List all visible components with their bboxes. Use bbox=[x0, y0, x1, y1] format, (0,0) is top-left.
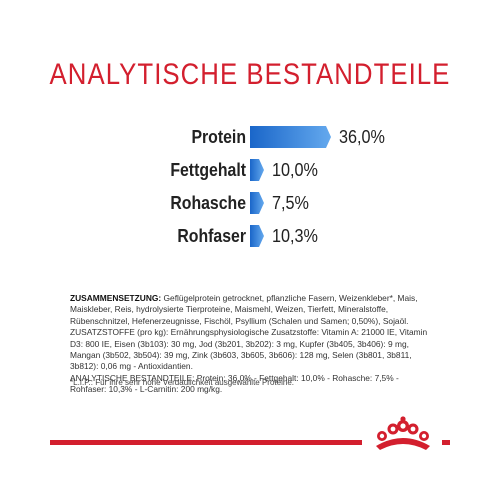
bar-value-label: 10,3% bbox=[272, 226, 318, 246]
bar bbox=[250, 192, 264, 214]
bar-category-label: Rohfaser bbox=[177, 226, 246, 246]
bottom-rule-right bbox=[442, 440, 450, 445]
bar-category-label: Fettgehalt bbox=[170, 160, 246, 180]
bar bbox=[250, 225, 264, 247]
analytical-constituents-text: ANALYTISCHE BESTANDTEILE: Protein: 36,0%… bbox=[70, 372, 399, 395]
bar-category-label: Protein bbox=[191, 127, 246, 147]
bar-category-label: Rohasche bbox=[170, 193, 246, 213]
bar-row: Rohasche 7,5% bbox=[0, 189, 500, 217]
bar-row: Fettgehalt 10,0% bbox=[0, 156, 500, 184]
composition-text: Geflügelprotein getrocknet, pflanzliche … bbox=[70, 293, 418, 326]
additives-text: ZUSATZSTOFFE (pro kg): Ernährungsphysiol… bbox=[70, 327, 428, 372]
bar bbox=[250, 126, 331, 148]
bar-row: Rohfaser 10,3% bbox=[0, 222, 500, 250]
royal-canin-crown-icon bbox=[376, 416, 430, 450]
composition-paragraph: ZUSAMMENSETZUNG: Geflügelprotein getrock… bbox=[70, 293, 430, 327]
composition-block: ZUSAMMENSETZUNG: Geflügelprotein getrock… bbox=[70, 293, 430, 396]
nutrient-bar-chart: Protein 36,0% Fettgehalt 10,0% Rohasche 7,5% R… bbox=[0, 0, 500, 270]
bar bbox=[250, 159, 264, 181]
bottom-rule bbox=[50, 440, 362, 445]
bar-value-label: 10,0% bbox=[272, 160, 318, 180]
bar-value-label: 7,5% bbox=[272, 193, 309, 213]
composition-label: ZUSAMMENSETZUNG: bbox=[70, 293, 162, 303]
bar-value-label: 36,0% bbox=[339, 127, 385, 147]
footnote: *L.I.P.: Für ihre sehr hohe Verdaulichke… bbox=[70, 378, 294, 387]
page-title: ANALYTISCHE BESTANDTEILE bbox=[49, 58, 451, 91]
bar-row: Protein 36,0% bbox=[0, 123, 500, 151]
